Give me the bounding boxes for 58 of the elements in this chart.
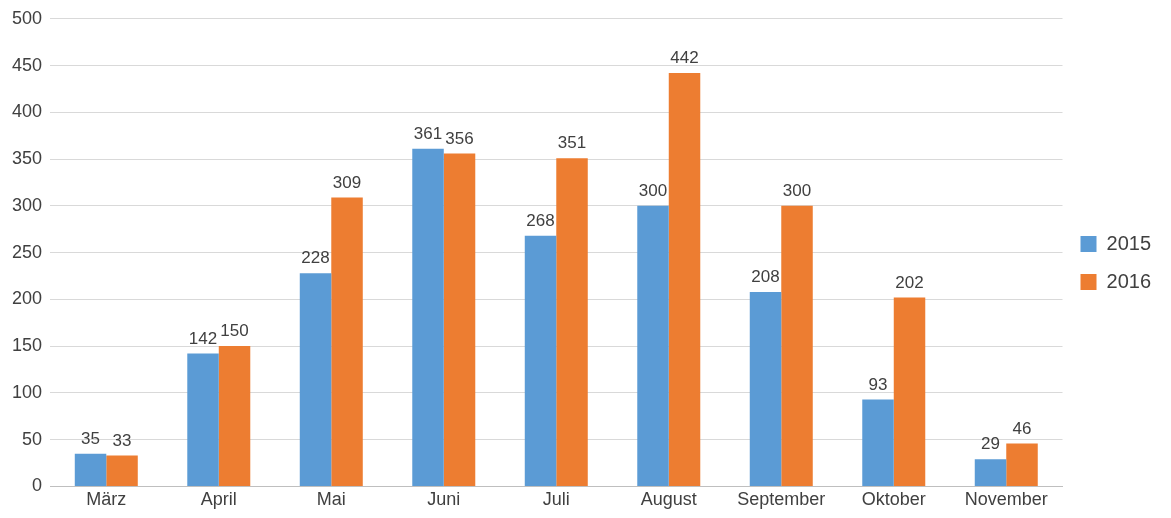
bar xyxy=(412,148,444,486)
data-label: 35 xyxy=(81,428,100,448)
bar xyxy=(1006,443,1038,486)
bar xyxy=(331,197,363,486)
bar xyxy=(443,153,476,486)
y-tick-label: 150 xyxy=(11,335,43,356)
x-tick-label: April xyxy=(200,489,237,510)
data-label: 351 xyxy=(557,133,587,153)
bar xyxy=(74,453,107,486)
data-label: 228 xyxy=(301,248,330,268)
data-label: 150 xyxy=(220,321,249,341)
x-tick-label: November xyxy=(964,489,1048,510)
data-label: 268 xyxy=(526,210,555,230)
bar xyxy=(106,455,138,486)
bar xyxy=(637,205,669,486)
bar xyxy=(862,399,894,486)
y-tick-label: 50 xyxy=(22,428,43,449)
data-label: 46 xyxy=(1012,418,1032,438)
data-label: 33 xyxy=(112,430,132,450)
bar xyxy=(974,459,1007,486)
y-tick-label: 300 xyxy=(11,194,43,215)
data-label: 309 xyxy=(332,172,362,192)
data-label: 208 xyxy=(751,267,780,287)
data-label: 202 xyxy=(895,272,924,292)
legend-label: 2016 xyxy=(1106,269,1152,292)
legend-label: 2015 xyxy=(1106,231,1152,254)
y-tick-label: 500 xyxy=(11,7,43,28)
y-tick-label: 0 xyxy=(32,475,43,496)
data-label: 300 xyxy=(638,181,668,201)
data-label: 29 xyxy=(981,434,1000,454)
data-label: 142 xyxy=(188,328,218,348)
y-tick-label: 200 xyxy=(11,288,43,309)
bar xyxy=(556,158,588,486)
data-label: 442 xyxy=(670,48,699,68)
data-label: 300 xyxy=(782,181,812,201)
x-tick-label: Juni xyxy=(427,489,461,510)
x-tick-label: März xyxy=(86,489,127,510)
x-tick-label: September xyxy=(737,489,826,510)
y-tick-label: 100 xyxy=(11,381,43,402)
x-tick-label: August xyxy=(640,489,697,510)
y-tick-label: 250 xyxy=(11,241,43,262)
data-label: 93 xyxy=(868,374,888,394)
bar xyxy=(893,297,926,486)
x-tick-label: Mai xyxy=(316,489,346,510)
bar xyxy=(668,73,701,486)
bar xyxy=(749,291,782,486)
bar xyxy=(299,273,332,486)
x-tick-label: Juli xyxy=(542,489,570,510)
y-tick-label: 450 xyxy=(11,54,43,75)
bar xyxy=(781,205,813,486)
y-tick-label: 400 xyxy=(11,101,43,122)
bar xyxy=(524,235,557,486)
x-tick-label: Oktober xyxy=(861,489,926,510)
bar xyxy=(187,353,219,486)
bar xyxy=(218,346,251,486)
data-label: 356 xyxy=(445,128,474,148)
data-label: 361 xyxy=(413,123,443,143)
y-tick-label: 350 xyxy=(11,148,43,169)
